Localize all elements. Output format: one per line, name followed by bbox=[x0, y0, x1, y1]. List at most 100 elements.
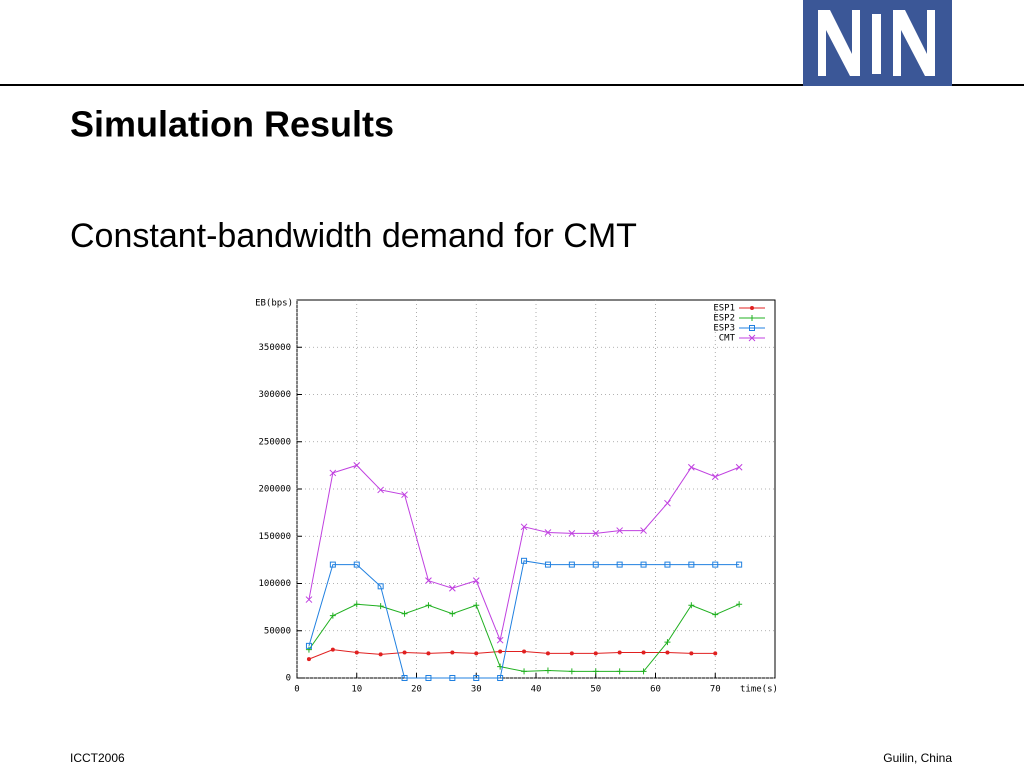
data-point bbox=[377, 583, 384, 590]
data-point bbox=[474, 651, 479, 656]
y-tick-label: 350000 bbox=[258, 343, 291, 353]
y-tick-label: 200000 bbox=[258, 485, 291, 495]
data-point bbox=[402, 650, 407, 655]
data-point bbox=[353, 462, 361, 469]
x-tick-label: 20 bbox=[411, 685, 422, 695]
footer-right: Guilin, China bbox=[883, 751, 952, 765]
data-point bbox=[712, 561, 719, 568]
data-point bbox=[401, 610, 408, 617]
chart: 0 50000 100000 150000 200000 250000 300000 3500… bbox=[255, 299, 778, 695]
data-point bbox=[568, 561, 575, 568]
data-point bbox=[306, 657, 311, 662]
series-line bbox=[308, 649, 716, 660]
y-tick-label: 300000 bbox=[258, 390, 291, 400]
y-tick-label: 100000 bbox=[258, 579, 291, 589]
data-point bbox=[522, 649, 527, 654]
y-axis-label: EB(bps) bbox=[255, 299, 293, 309]
data-point bbox=[449, 610, 456, 617]
legend-marker bbox=[750, 306, 754, 310]
x-tick-label: 50 bbox=[590, 685, 601, 695]
legend-marker bbox=[749, 315, 755, 321]
legend-label: CMT bbox=[719, 334, 736, 344]
data-point bbox=[329, 612, 336, 619]
x-tick-label: 70 bbox=[710, 685, 721, 695]
data-point bbox=[736, 601, 743, 608]
logo bbox=[803, 0, 952, 86]
data-point bbox=[448, 584, 456, 592]
data-point bbox=[665, 650, 670, 655]
logo-n bbox=[818, 10, 860, 76]
data-point bbox=[544, 529, 552, 536]
data-point bbox=[641, 650, 646, 655]
data-point bbox=[664, 499, 671, 507]
logo-g bbox=[872, 14, 881, 74]
y-tick-label: 0 bbox=[286, 674, 291, 684]
data-point bbox=[616, 561, 623, 568]
footer-left: ICCT2006 bbox=[70, 751, 125, 765]
data-point bbox=[616, 527, 624, 534]
data-point bbox=[616, 668, 623, 675]
data-point bbox=[305, 642, 312, 649]
data-point bbox=[689, 651, 694, 656]
data-point bbox=[305, 646, 312, 653]
data-point bbox=[472, 577, 480, 585]
data-point bbox=[401, 491, 408, 499]
data-point bbox=[735, 463, 743, 471]
x-tick-label: 60 bbox=[650, 685, 661, 695]
logo-n2 bbox=[893, 10, 935, 76]
data-point bbox=[545, 651, 550, 656]
data-point bbox=[329, 561, 336, 568]
data-point bbox=[592, 530, 600, 537]
data-point bbox=[544, 667, 551, 674]
data-point bbox=[450, 650, 455, 655]
x-axis-label: time(s) bbox=[740, 685, 778, 695]
x-tick-label: 40 bbox=[531, 685, 542, 695]
data-point bbox=[498, 649, 503, 654]
x-tick-label: 30 bbox=[471, 685, 482, 695]
legend-label: ESP2 bbox=[713, 314, 735, 324]
slide-subtitle: Constant-bandwidth demand for CMT bbox=[70, 217, 637, 255]
data-point bbox=[640, 527, 647, 534]
data-point bbox=[377, 603, 384, 610]
x-tick-label: 0 bbox=[294, 685, 299, 695]
data-point bbox=[473, 675, 480, 681]
data-point bbox=[568, 668, 575, 675]
data-point bbox=[593, 651, 598, 656]
data-point bbox=[305, 596, 313, 603]
data-point bbox=[592, 668, 599, 675]
series-line bbox=[308, 464, 740, 642]
data-point bbox=[426, 651, 431, 656]
data-point bbox=[664, 561, 671, 568]
data-point bbox=[640, 561, 647, 568]
data-point bbox=[353, 561, 360, 568]
y-tick-label: 50000 bbox=[264, 626, 291, 636]
legend-marker bbox=[749, 325, 755, 331]
y-tick-label: 150000 bbox=[258, 532, 291, 542]
data-point bbox=[425, 602, 432, 609]
data-point bbox=[688, 561, 695, 568]
data-point bbox=[521, 557, 528, 564]
data-point bbox=[473, 602, 480, 609]
data-point bbox=[520, 523, 528, 531]
y-tick-label: 250000 bbox=[258, 437, 291, 447]
data-point bbox=[497, 675, 504, 681]
data-point bbox=[425, 675, 432, 681]
data-point bbox=[736, 561, 743, 568]
data-point bbox=[378, 652, 383, 657]
data-point bbox=[688, 602, 695, 609]
data-point bbox=[640, 668, 647, 675]
data-point bbox=[713, 651, 718, 656]
data-point bbox=[617, 650, 622, 655]
data-point bbox=[568, 530, 576, 537]
data-point bbox=[569, 651, 574, 656]
data-point bbox=[329, 469, 337, 477]
series-line bbox=[308, 560, 740, 679]
slide-title: Simulation Results bbox=[70, 104, 394, 145]
data-point bbox=[592, 561, 599, 568]
data-point bbox=[544, 561, 551, 568]
data-point bbox=[687, 463, 695, 471]
data-point bbox=[330, 647, 335, 652]
data-point bbox=[354, 650, 359, 655]
